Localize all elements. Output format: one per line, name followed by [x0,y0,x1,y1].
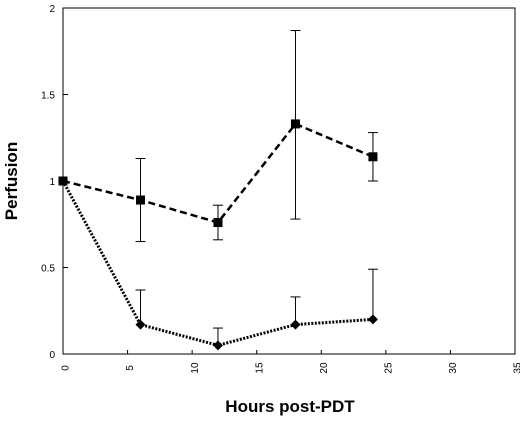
x-tick-label: 35 [513,362,520,374]
data-point-square [213,218,223,228]
x-tick-label: 15 [254,362,265,374]
y-tick-label: 1.5 [41,91,55,102]
series-1 [58,29,378,243]
x-tick-label: 20 [319,362,330,374]
data-point-diamond [290,319,301,330]
x-axis-title: Hours post-PDT [225,397,355,416]
series-2 [58,176,378,351]
x-tick-label: 5 [125,365,136,371]
plot-area [62,7,516,355]
x-tick-label: 30 [448,362,459,374]
plot-frame [62,7,516,355]
x-tick-label: 25 [383,362,394,374]
x-axis-ticks: 0 5 10 15 20 25 30 35 [61,350,520,374]
data-point-diamond [367,314,378,325]
y-tick-label: 1 [49,177,55,188]
series-layer [58,29,378,351]
x-tick-label: 0 [61,365,72,371]
y-tick-label: 2 [49,4,55,15]
data-point-diamond [135,319,146,330]
data-point-square [135,195,145,205]
data-point-square [290,119,300,129]
data-point-diamond [212,340,223,351]
x-tick-label: 10 [190,362,201,374]
y-tick-label: 0 [49,350,55,361]
data-point-square [368,152,378,162]
data-point-diamond [58,176,68,186]
y-axis-title: Perfusion [2,142,21,220]
y-tick-label: 0.5 [41,264,55,275]
